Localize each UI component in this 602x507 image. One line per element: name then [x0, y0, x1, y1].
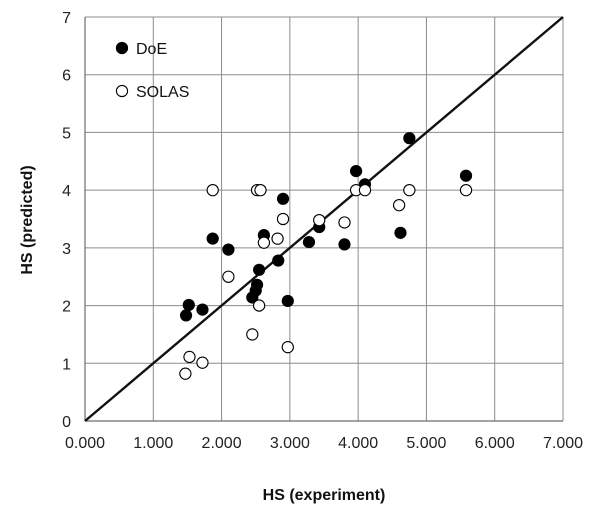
y-tick-label: 2: [62, 299, 71, 316]
x-axis-title: HS (experiment): [263, 487, 386, 504]
data-point-doe: [282, 295, 293, 306]
data-point-solas: [282, 342, 293, 353]
y-tick-label: 3: [62, 241, 71, 258]
data-point-solas: [339, 217, 350, 228]
data-point-doe: [350, 165, 361, 176]
legend-label: SOLAS: [136, 84, 189, 101]
data-point-doe: [223, 244, 234, 255]
data-point-solas: [197, 357, 208, 368]
data-point-doe: [404, 133, 415, 144]
data-point-solas: [277, 213, 288, 224]
y-tick-label: 6: [62, 68, 71, 85]
data-points: [180, 133, 472, 380]
data-point-solas: [180, 368, 191, 379]
y-tick-label: 0: [62, 414, 71, 431]
x-tick-label: 0.000: [65, 435, 105, 452]
data-point-solas: [247, 329, 258, 340]
y-axis-title: HS (predicted): [19, 165, 36, 274]
data-point-solas: [460, 185, 471, 196]
data-point-solas: [255, 185, 266, 196]
y-tick-label: 5: [62, 125, 71, 142]
legend-label: DoE: [136, 41, 167, 58]
y-tick-label: 7: [62, 10, 71, 27]
data-point-doe: [395, 227, 406, 238]
data-point-solas: [207, 185, 218, 196]
y-tick-label: 4: [62, 183, 71, 200]
series-solas: [180, 185, 472, 380]
legend-marker: [116, 85, 127, 96]
data-point-solas: [254, 300, 265, 311]
data-point-doe: [251, 279, 262, 290]
x-tick-label: 1.000: [133, 435, 173, 452]
data-point-doe: [277, 193, 288, 204]
data-point-doe: [303, 236, 314, 247]
data-point-doe: [207, 233, 218, 244]
data-point-doe: [273, 255, 284, 266]
data-point-doe: [183, 299, 194, 310]
data-point-solas: [394, 200, 405, 211]
data-point-solas: [404, 185, 415, 196]
y-tick-label: 1: [62, 356, 71, 373]
data-point-solas: [184, 351, 195, 362]
x-tick-label: 5.000: [406, 435, 446, 452]
data-point-doe: [254, 264, 265, 275]
data-point-doe: [339, 239, 350, 250]
x-tick-label: 6.000: [475, 435, 515, 452]
series-doe: [180, 133, 471, 321]
x-tick-label: 2.000: [202, 435, 242, 452]
data-point-doe: [180, 310, 191, 321]
x-tick-label: 4.000: [338, 435, 378, 452]
data-point-doe: [197, 304, 208, 315]
legend-marker: [116, 42, 127, 53]
data-point-solas: [223, 271, 234, 282]
data-point-solas: [359, 185, 370, 196]
data-point-solas: [272, 233, 283, 244]
data-point-solas: [314, 215, 325, 226]
data-point-solas: [258, 237, 269, 248]
x-tick-label: 7.000: [543, 435, 583, 452]
x-tick-label: 3.000: [270, 435, 310, 452]
data-point-doe: [460, 170, 471, 181]
